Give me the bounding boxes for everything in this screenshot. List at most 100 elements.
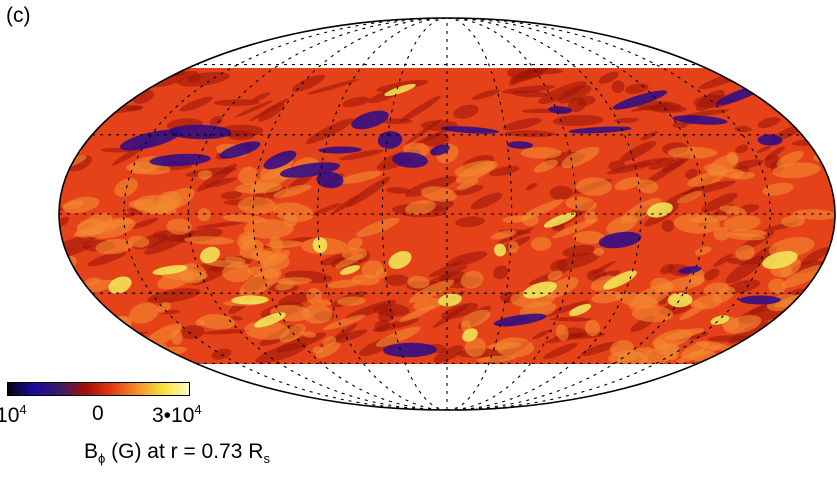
- texture-patch: [735, 245, 755, 261]
- texture-streak: [756, 145, 771, 153]
- texture-streak: [470, 192, 503, 210]
- texture-streak: [440, 302, 479, 320]
- texture-patch: [315, 341, 341, 359]
- texture-streak: [203, 329, 250, 335]
- texture-streak: [713, 253, 734, 267]
- texture-patch: [375, 326, 421, 347]
- texture-patch: [641, 343, 680, 364]
- texture-patch: [456, 178, 479, 191]
- texture-streak: [234, 100, 273, 118]
- texture-streak: [580, 341, 619, 357]
- texture-streak: [130, 217, 159, 229]
- colorbar: [7, 382, 190, 396]
- texture-positive: [462, 328, 478, 342]
- texture-patch: [809, 310, 831, 331]
- texture-streak: [785, 346, 826, 352]
- texture-patch: [273, 184, 312, 198]
- texture-streak: [381, 118, 413, 124]
- texture-patch: [317, 299, 332, 306]
- texture-patch: [283, 213, 298, 227]
- texture-patch: [688, 215, 728, 223]
- texture-positive: [231, 295, 269, 305]
- texture-patch: [128, 198, 166, 211]
- texture-negative: [377, 131, 403, 149]
- texture-streak: [292, 74, 326, 92]
- texture-streak: [405, 118, 443, 145]
- texture-streak: [277, 292, 316, 306]
- texture-patch: [95, 238, 133, 255]
- texture-patch: [679, 304, 707, 321]
- texture-patch: [83, 277, 102, 286]
- texture-streak: [287, 172, 314, 191]
- field-data-band: [59, 68, 835, 364]
- texture-streak: [792, 320, 817, 337]
- texture-patch: [306, 287, 322, 305]
- texture-negative: [493, 313, 547, 327]
- texture-streak: [775, 350, 789, 360]
- texture-streak: [96, 85, 112, 93]
- texture-patch: [593, 247, 605, 256]
- texture-patch: [573, 231, 606, 244]
- texture-streak: [386, 187, 411, 194]
- texture-negative: [318, 146, 362, 154]
- texture-patch: [464, 337, 487, 357]
- texture-patch: [110, 343, 126, 354]
- texture-positive: [568, 303, 592, 317]
- texture-streak: [179, 325, 205, 340]
- meridian-line: [187, 18, 448, 410]
- texture-negative: [219, 141, 261, 159]
- texture-positive: [603, 270, 637, 290]
- texture-streak: [701, 192, 738, 213]
- texture-patch: [262, 250, 291, 268]
- texture-patch: [277, 277, 312, 285]
- texture-streak: [788, 343, 827, 358]
- texture-patch: [235, 182, 283, 194]
- texture-streak: [538, 300, 590, 319]
- texture-patch: [455, 161, 496, 184]
- texture-negative: [316, 171, 344, 189]
- texture-patch: [522, 213, 539, 227]
- texture-patch: [197, 208, 211, 222]
- texture-patch: [667, 146, 718, 159]
- texture-patch: [375, 268, 387, 279]
- texture-streak: [399, 95, 441, 123]
- texture-streak: [577, 95, 596, 107]
- texture-streak: [630, 102, 672, 112]
- texture-streak: [817, 286, 835, 300]
- texture-streak: [763, 146, 786, 161]
- texture-streak: [86, 328, 103, 338]
- texture-negative: [548, 106, 572, 114]
- texture-streak: [374, 319, 390, 333]
- texture-patch: [129, 302, 159, 324]
- texture-patch: [547, 270, 563, 281]
- texture-patch: [197, 169, 213, 180]
- texture-streak: [258, 103, 285, 122]
- texture-streak: [489, 165, 520, 177]
- texture-streak: [471, 89, 501, 100]
- texture-positive: [108, 276, 132, 294]
- texture-streak: [428, 261, 462, 278]
- colorbar-tick-min: -3•104: [0, 402, 27, 427]
- texture-streak: [611, 80, 625, 93]
- texture-streak: [619, 140, 657, 162]
- texture-patch: [703, 282, 730, 296]
- texture-negative: [757, 134, 783, 146]
- texture-streak: [68, 155, 92, 172]
- texture-patch: [302, 304, 333, 324]
- texture-patch: [556, 324, 569, 341]
- texture-patch: [608, 350, 649, 364]
- texture-patch: [486, 342, 522, 350]
- texture-patch: [781, 215, 805, 228]
- texture-patch: [713, 226, 730, 241]
- texture-positive: [199, 246, 221, 264]
- texture-streak: [309, 202, 342, 217]
- colorbar-tick-max: 3•104: [152, 402, 202, 427]
- texture-streak: [79, 332, 94, 343]
- texture-streak: [648, 157, 675, 170]
- texture-patch: [119, 348, 132, 363]
- texture-streak: [59, 344, 102, 363]
- texture-patch: [59, 336, 92, 355]
- texture-patch: [614, 176, 641, 191]
- panel-label: (c): [6, 4, 31, 27]
- texture-streak: [307, 79, 359, 95]
